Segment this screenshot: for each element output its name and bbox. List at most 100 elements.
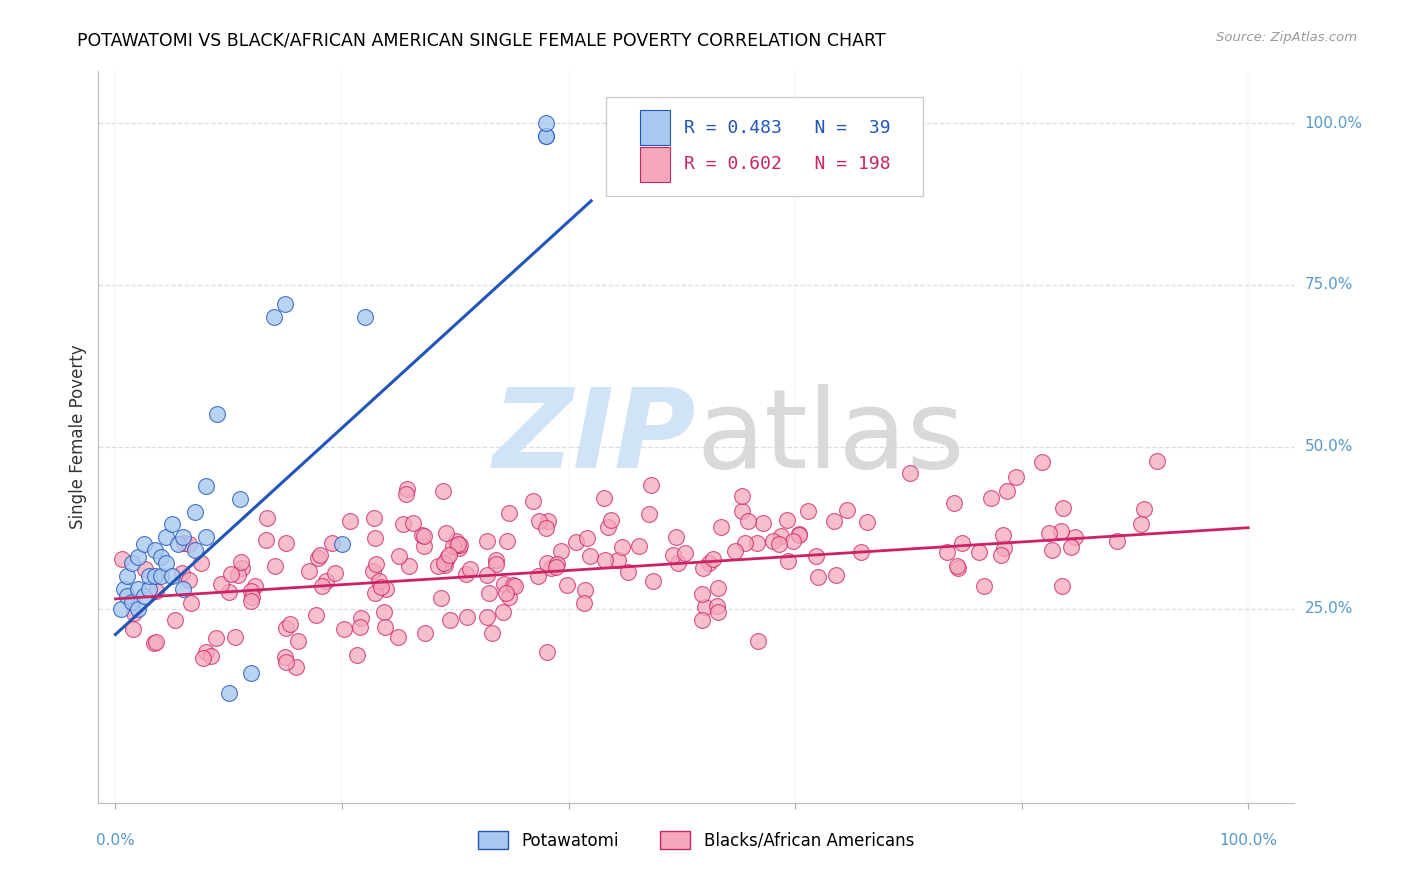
Point (387, 630, 409, 644)
Point (145, 584, 167, 599)
Point (898, 467, 921, 481)
Point (315, 574, 337, 588)
Point (194, 645, 217, 659)
Point (366, 557, 388, 571)
Point (536, 645, 558, 659)
Point (948, 560, 970, 574)
Point (1031, 455, 1053, 469)
Point (804, 549, 827, 563)
Point (596, 519, 619, 533)
Point (191, 650, 214, 665)
Point (392, 516, 415, 531)
Point (572, 596, 595, 610)
FancyBboxPatch shape (606, 97, 922, 195)
Point (367, 574, 389, 588)
Point (172, 566, 194, 580)
Point (475, 610, 498, 624)
Point (550, 544, 572, 558)
Point (433, 557, 456, 571)
Text: 100.0%: 100.0% (1219, 833, 1277, 848)
Point (856, 515, 879, 529)
Point (370, 580, 392, 594)
Point (447, 541, 470, 555)
Point (363, 510, 385, 524)
Point (240, 593, 263, 607)
Point (502, 578, 524, 592)
Point (706, 599, 728, 613)
Y-axis label: Single Female Poverty: Single Female Poverty (69, 345, 87, 529)
Point (364, 531, 387, 545)
Point (807, 569, 830, 583)
Point (177, 537, 200, 551)
Point (240, 590, 263, 604)
Point (145, 635, 167, 649)
Point (349, 620, 371, 634)
Point (374, 620, 396, 634)
Point (172, 530, 194, 544)
Point (945, 558, 967, 573)
Point (346, 648, 368, 662)
Point (449, 538, 471, 552)
Point (522, 494, 544, 508)
Point (456, 610, 478, 624)
Point (121, 595, 143, 609)
Point (495, 586, 517, 600)
Point (534, 116, 557, 130)
Point (481, 625, 503, 640)
Point (664, 530, 686, 544)
Text: R = 0.602   N = 198: R = 0.602 N = 198 (685, 155, 890, 173)
Point (485, 553, 508, 567)
Point (155, 557, 177, 571)
Point (284, 659, 307, 673)
Point (607, 552, 630, 566)
Point (121, 557, 143, 571)
Text: ZIP: ZIP (492, 384, 696, 491)
Point (776, 554, 799, 568)
Point (110, 601, 132, 615)
Point (190, 556, 212, 570)
Point (172, 582, 194, 597)
Point (787, 527, 810, 541)
Point (734, 536, 756, 550)
Point (308, 548, 330, 562)
Point (307, 551, 329, 566)
Point (564, 535, 586, 549)
Point (617, 565, 640, 579)
Point (673, 546, 696, 560)
Point (555, 577, 578, 591)
Point (361, 565, 384, 579)
Point (768, 537, 790, 551)
Point (373, 605, 395, 619)
Point (143, 636, 166, 650)
Point (540, 561, 562, 575)
Point (134, 562, 156, 576)
Point (305, 608, 328, 623)
Point (413, 625, 436, 640)
Point (183, 504, 205, 518)
Point (411, 528, 433, 542)
Point (536, 521, 558, 535)
Point (789, 527, 811, 541)
Point (205, 632, 228, 646)
Point (690, 613, 713, 627)
Point (240, 666, 263, 681)
Point (122, 623, 145, 637)
Point (710, 520, 733, 534)
FancyBboxPatch shape (640, 146, 669, 182)
Point (702, 552, 724, 566)
Point (333, 623, 356, 637)
Point (993, 541, 1015, 555)
Point (477, 567, 499, 582)
Point (498, 506, 520, 520)
Point (287, 634, 309, 648)
Point (492, 605, 515, 619)
Point (441, 540, 464, 554)
Point (707, 581, 730, 595)
Text: R = 0.483   N =  39: R = 0.483 N = 39 (685, 119, 890, 136)
Point (132, 537, 155, 551)
Point (395, 482, 418, 496)
Point (447, 537, 470, 551)
Point (544, 560, 567, 574)
Point (1004, 470, 1026, 484)
Point (231, 555, 253, 569)
